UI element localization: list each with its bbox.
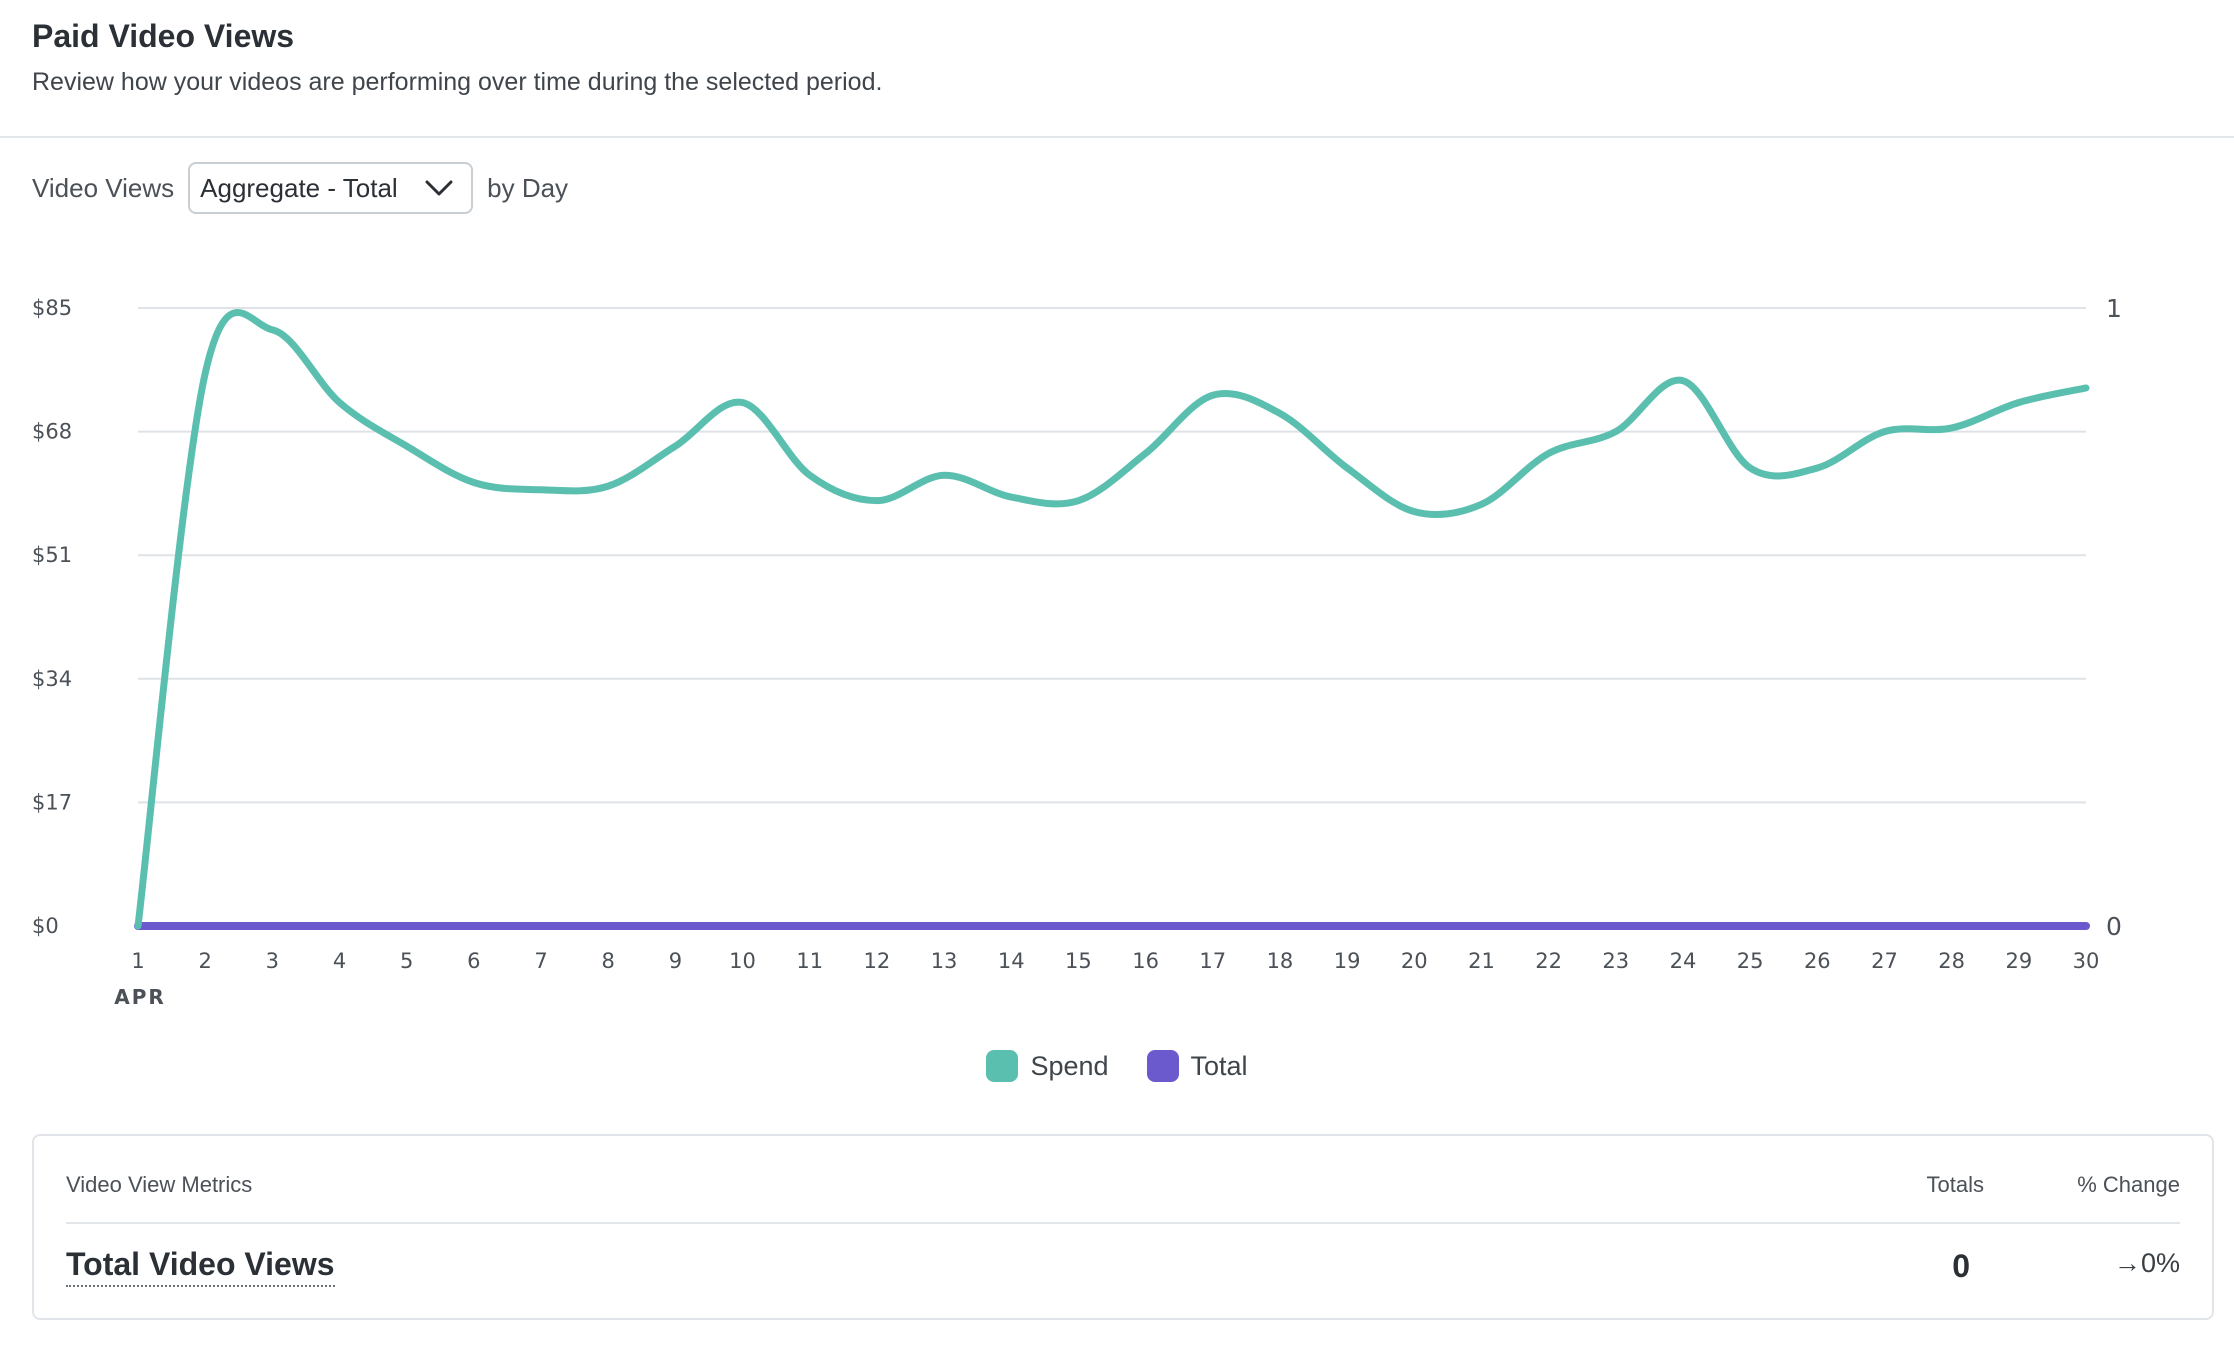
x-tick-label: 17 [1199, 949, 1226, 973]
line-chart: $0 $17 $34 $51 $68 $85 0 1 1 2 3 4 5 6 7 8 9 10 11 12 13 14 15… [0, 260, 2234, 1100]
legend-label-spend: Spend [1030, 1050, 1109, 1081]
x-tick-label: 30 [2073, 949, 2100, 973]
aggregate-select-value: Aggregate - Total [200, 172, 398, 203]
y-tick-label-right: 0 [2106, 912, 2122, 941]
chart-controls: Video Views Aggregate - Total by Day [32, 162, 568, 214]
x-tick-label: 20 [1401, 949, 1428, 973]
x-tick-label: 29 [2005, 949, 2032, 973]
table-row: Total Video Views 0 →0% [66, 1246, 2180, 1296]
x-tick-label: 12 [864, 949, 891, 973]
page-title: Paid Video Views [32, 18, 295, 54]
page-subtitle: Review how your videos are performing ov… [32, 68, 883, 96]
metric-change: →0% [2113, 1248, 2180, 1278]
legend-item-spend[interactable]: Spend [986, 1050, 1109, 1082]
metrics-table-header: Video View Metrics Totals % Change [66, 1172, 2180, 1200]
x-tick-label: 18 [1267, 949, 1294, 973]
x-tick-label: 22 [1535, 949, 1562, 973]
x-tick-label: 27 [1871, 949, 1898, 973]
x-tick-label: 19 [1334, 949, 1361, 973]
column-header-totals: Totals [1926, 1172, 1984, 1197]
x-tick-label: 3 [266, 949, 279, 973]
x-tick-label: 23 [1602, 949, 1629, 973]
x-tick-label: 9 [669, 949, 682, 973]
page-header: Paid Video Views Review how your videos … [0, 0, 2234, 138]
chevron-down-icon [425, 179, 453, 197]
x-tick-label: 26 [1804, 949, 1831, 973]
x-tick-label: 16 [1132, 949, 1159, 973]
legend-label-total: Total [1190, 1050, 1248, 1081]
x-tick-label: 2 [198, 949, 211, 973]
y-tick-label-left: $17 [32, 790, 72, 814]
x-tick-label: 8 [602, 949, 615, 973]
metric-total: 0 [1952, 1248, 1970, 1284]
y-tick-label-left: $51 [32, 543, 72, 567]
y-tick-label-left: $0 [32, 914, 59, 938]
divider [66, 1222, 2180, 1224]
legend-swatch-spend [986, 1050, 1019, 1082]
legend-swatch-total [1146, 1050, 1179, 1082]
y-tick-label-right: 1 [2106, 294, 2122, 323]
x-tick-label: 25 [1737, 949, 1764, 973]
x-tick-label: 28 [1938, 949, 1965, 973]
x-tick-label: 13 [931, 949, 958, 973]
period-label: by Day [487, 172, 569, 203]
x-tick-label: 21 [1468, 949, 1495, 973]
x-tick-label: 11 [796, 949, 823, 973]
y-tick-label-left: $68 [32, 420, 72, 444]
metrics-card: Video View Metrics Totals % Change Total… [32, 1134, 2214, 1320]
legend-item-total[interactable]: Total [1146, 1050, 1248, 1082]
y-tick-label-left: $85 [32, 296, 72, 320]
x-tick-label: 24 [1670, 949, 1697, 973]
series-line-spend [134, 309, 2090, 930]
metric-label: Video Views [32, 172, 175, 203]
x-tick-label: 4 [333, 949, 346, 973]
column-header-change: % Change [2077, 1172, 2180, 1197]
x-tick-label: 1 [131, 949, 144, 973]
column-header-metric: Video View Metrics [66, 1172, 253, 1197]
x-tick-label: 14 [998, 949, 1025, 973]
x-tick-label: 15 [1065, 949, 1092, 973]
x-tick-label: 5 [400, 949, 413, 973]
x-tick-label: 10 [729, 949, 756, 973]
x-tick-label: 6 [467, 949, 480, 973]
metric-name-link[interactable]: Total Video Views [66, 1246, 335, 1287]
aggregate-select[interactable]: Aggregate - Total [188, 162, 474, 214]
x-month-label: APR [114, 985, 166, 1009]
y-tick-label-left: $34 [32, 667, 72, 691]
chart-legend: Spend Total [0, 1048, 2234, 1084]
x-tick-label: 7 [534, 949, 547, 973]
